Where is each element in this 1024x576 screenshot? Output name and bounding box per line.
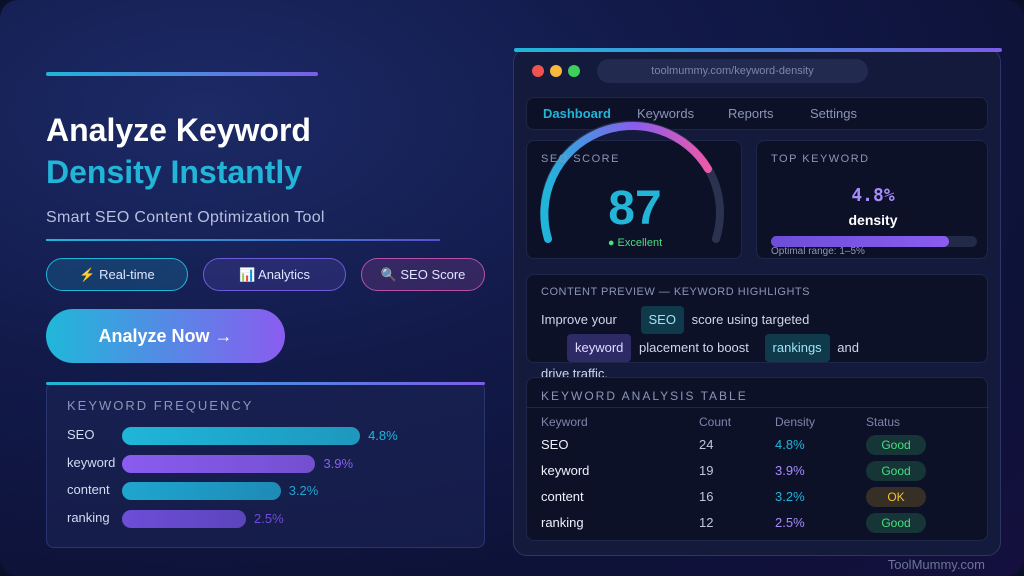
hero-title: Analyze Keyword [46, 112, 311, 148]
hero-subtitle: Smart SEO Content Optimization Tool [46, 209, 325, 226]
dot-yellow [550, 65, 562, 77]
table-cell: keyword [541, 463, 590, 478]
table-cell: 16 [699, 489, 714, 504]
progress-track [771, 236, 977, 247]
progress-fill [771, 236, 949, 247]
table-cell: 24 [699, 437, 714, 452]
footer-brand: ToolMummy.com [887, 557, 985, 572]
dot-green [568, 65, 580, 77]
card-label: TOP KEYWORD [771, 153, 870, 165]
table-cell: content [541, 489, 584, 504]
column-header: Keyword [541, 415, 588, 429]
status-badge: OK [866, 487, 926, 507]
bar-label: SEO [67, 427, 95, 442]
cta-button[interactable]: Analyze Now → [46, 309, 285, 363]
card-label: SEO SCORE [541, 153, 620, 165]
table-cell: 12 [699, 515, 714, 530]
card-label: KEYWORD ANALYSIS TABLE [541, 389, 748, 403]
bar [122, 454, 316, 473]
status-badge: Good [866, 435, 926, 455]
bar-label: content [67, 482, 110, 498]
feature-chip[interactable]: 🔍 SEO Score [361, 258, 485, 291]
dot-red [532, 65, 544, 77]
nav-tab[interactable]: Settings [810, 106, 857, 121]
top-keyword-value: 4.8% [851, 185, 895, 206]
status-badge: Good [866, 513, 926, 533]
bar-value: 3.2% [288, 483, 319, 499]
divider [46, 239, 440, 241]
nav-tab[interactable]: Dashboard [543, 106, 611, 121]
table-cell: ranking [541, 515, 584, 530]
preview-text-run: score using targeted [691, 312, 810, 327]
table-cell: 4.8% [775, 437, 805, 452]
column-header: Density [775, 415, 816, 429]
preview-text: Improve your SEO score using targeted ke… [541, 306, 871, 386]
window-accent [514, 48, 1002, 52]
url-bar[interactable]: toolmummy.com/keyword-density [597, 59, 868, 83]
gauge-fill [540, 122, 712, 243]
nav-tab[interactable]: Reports [728, 106, 774, 121]
table-card: KEYWORD ANALYSIS TABLE Keyword Count Densi… [526, 377, 989, 541]
nav-tab[interactable]: Keywords [637, 106, 695, 121]
bar-label: ranking [67, 510, 110, 526]
table-cell: SEO [541, 437, 569, 452]
panel-title: KEYWORD FREQUENCY [67, 398, 254, 413]
feature-chip[interactable]: 📊 Analytics [203, 258, 346, 291]
bar-value: 4.8% [368, 428, 398, 443]
card-label: CONTENT PREVIEW — KEYWORD HIGHLIGHTS [541, 286, 810, 298]
panel-accent [46, 382, 485, 385]
status-badge: Good [866, 461, 926, 481]
score-status: ● Excellent [607, 237, 663, 249]
preview-text-run: placement to boost [639, 340, 749, 355]
top-keyword-unit: density [848, 212, 898, 228]
frequency-panel: KEYWORD FREQUENCY SEO 4.8% keyword 3.9% cont… [46, 382, 485, 548]
nav-bar: Dashboard Keywords Reports Settings [526, 97, 988, 130]
preview-card: CONTENT PREVIEW — KEYWORD HIGHLIGHTS Imp… [526, 274, 988, 381]
keyword-highlight: SEO [640, 306, 684, 334]
table-rule [527, 407, 989, 408]
bar [122, 427, 361, 445]
keyword-highlight: rankings [764, 334, 830, 362]
hero-title-accent: Density Instantly [46, 154, 303, 190]
bar-value: 2.5% [254, 511, 284, 527]
keyword-highlight: keyword [567, 334, 632, 362]
column-header: Count [699, 415, 732, 429]
top-keyword-card: TOP KEYWORD 4.8% density Optimal range: … [756, 140, 988, 259]
bar-value: 3.9% [323, 455, 354, 471]
bar-label: keyword [67, 454, 116, 470]
gauge [540, 120, 724, 243]
table-cell: 2.5% [775, 515, 805, 530]
preview-text-run: Improve your [541, 312, 617, 327]
feature-chip[interactable]: ⚡ Real-time [46, 258, 188, 291]
bar [122, 482, 281, 501]
column-header: Status [866, 415, 901, 429]
table-cell: 19 [699, 463, 714, 478]
accent-line [46, 72, 318, 76]
table-cell: 3.9% [775, 463, 805, 478]
bar [122, 510, 246, 529]
table-cell: 3.2% [775, 489, 805, 504]
seo-score-card: SEO SCORE 87 ● Excellent [526, 120, 742, 259]
range-note: Optimal range: 1–5% [771, 246, 865, 257]
score-value: 87 [608, 182, 662, 235]
